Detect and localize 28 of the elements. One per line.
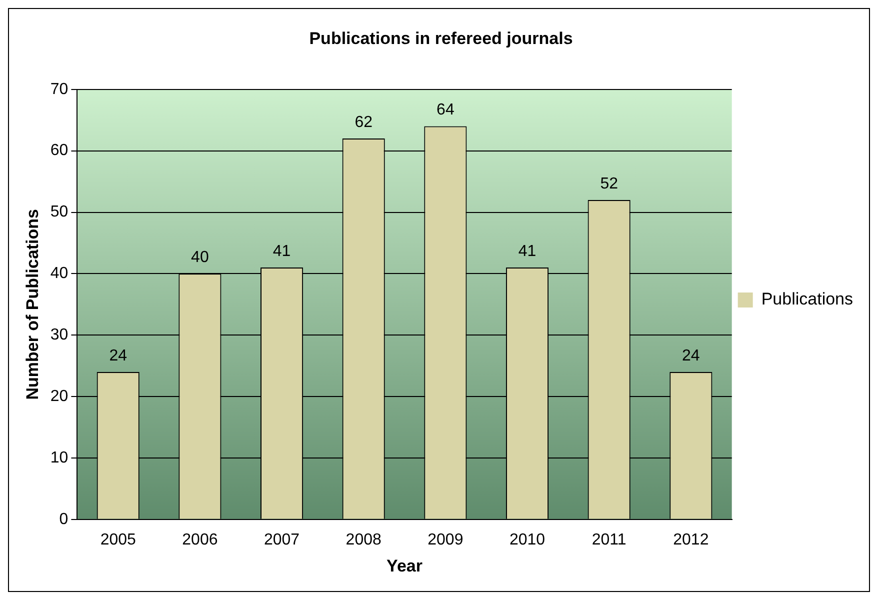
x-tick-label: 2006 — [182, 531, 218, 548]
data-label: 64 — [436, 102, 454, 119]
data-label: 41 — [272, 242, 291, 260]
x-axis-title: Year — [386, 556, 423, 576]
x-tick-label: 2005 — [100, 531, 136, 548]
chart-title: Publications in refereed journals — [309, 28, 573, 48]
data-label: 41 — [518, 242, 536, 260]
x-tick-label: 2008 — [346, 531, 382, 548]
data-label: 40 — [191, 249, 209, 266]
data-label: 24 — [682, 347, 700, 364]
y-tick-label: 20 — [50, 388, 68, 405]
y-tick-label: 50 — [50, 204, 68, 221]
data-label: 24 — [109, 347, 128, 364]
y-tick-label: 10 — [50, 449, 68, 466]
legend-label: Publications — [761, 290, 854, 309]
x-tick-label: 2012 — [673, 531, 709, 548]
y-tick-label: 40 — [50, 265, 68, 282]
y-tick-label: 60 — [50, 142, 68, 160]
x-tick-label: 2010 — [509, 531, 546, 548]
x-tick-label: 2007 — [264, 531, 300, 548]
data-label: 52 — [600, 175, 618, 192]
x-tick-label: 2011 — [592, 531, 626, 548]
data-label: 62 — [354, 114, 373, 131]
y-tick-label: 70 — [50, 80, 68, 98]
y-tick-label: 30 — [50, 326, 68, 344]
x-tick-label: 2009 — [428, 531, 464, 548]
y-axis-title: Number of Publications — [22, 209, 42, 400]
y-tick-label: 0 — [59, 510, 68, 528]
